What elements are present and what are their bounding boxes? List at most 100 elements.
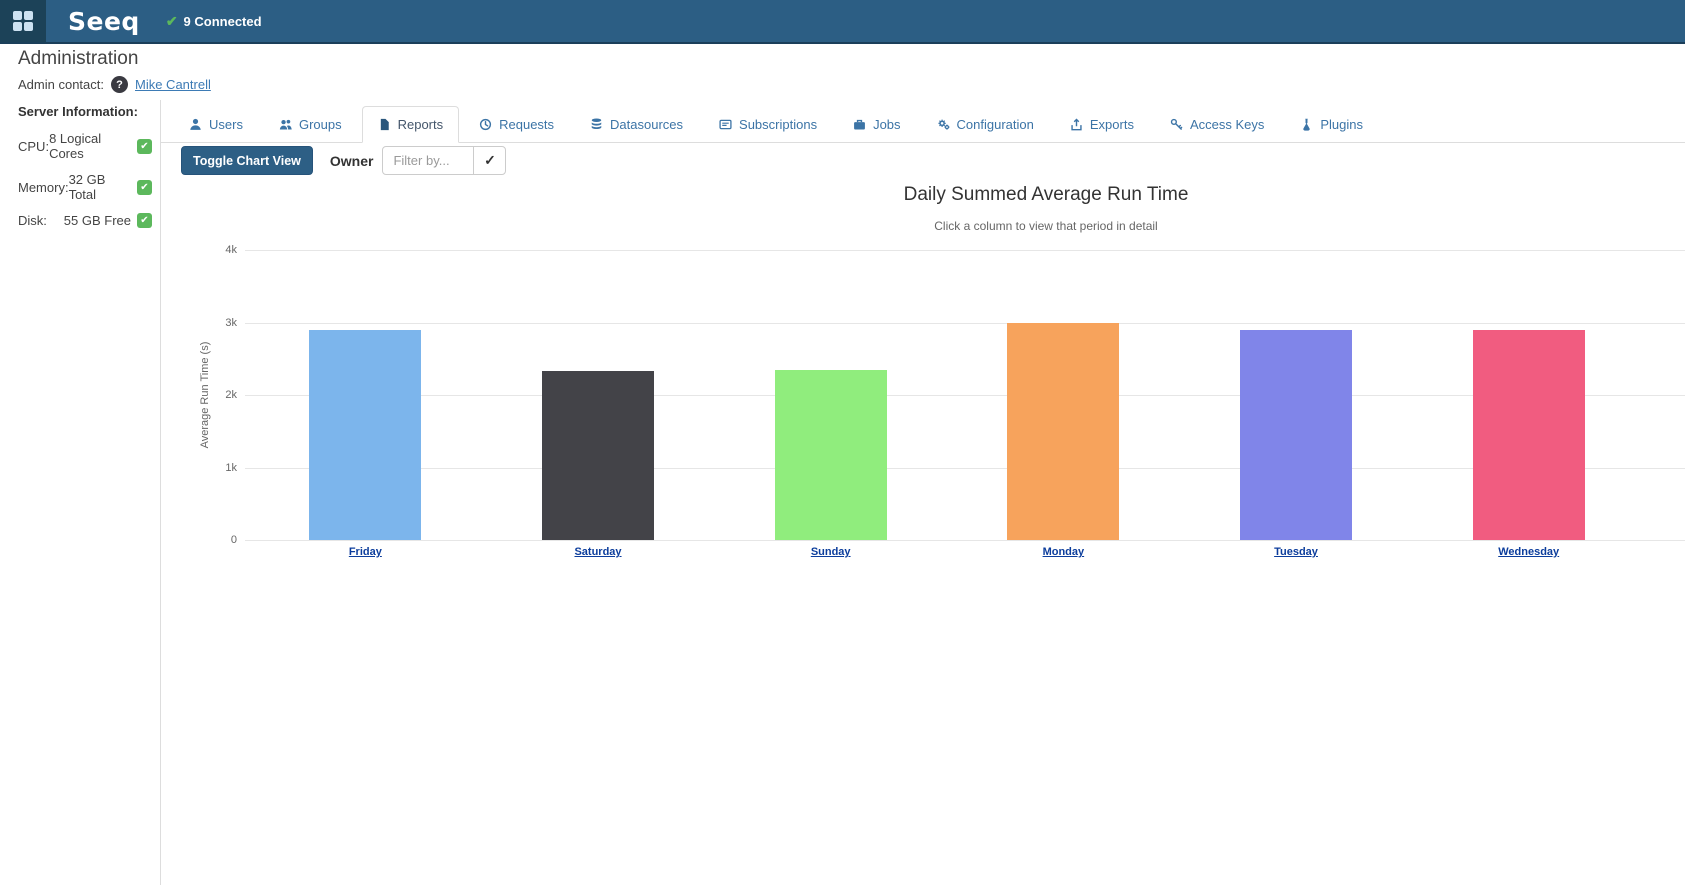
server-info-value: 8 Logical Cores bbox=[49, 131, 102, 161]
tab-exports[interactable]: Exports bbox=[1054, 106, 1150, 143]
category-link-monday[interactable]: Monday bbox=[1042, 546, 1085, 558]
bar-column-saturday: Saturday bbox=[482, 250, 715, 558]
subscriptions-icon bbox=[719, 118, 732, 131]
bar-friday[interactable] bbox=[309, 330, 422, 540]
file-icon bbox=[378, 118, 391, 131]
tab-jobs[interactable]: Jobs bbox=[837, 106, 916, 143]
category-link-wednesday[interactable]: Wednesday bbox=[1498, 546, 1560, 558]
owner-filter-group: ✓ bbox=[382, 146, 507, 175]
apply-filter-button[interactable]: ✓ bbox=[473, 146, 507, 175]
tab-subscriptions[interactable]: Subscriptions bbox=[703, 106, 833, 143]
tab-label: Users bbox=[209, 117, 243, 132]
flask-icon bbox=[1300, 118, 1313, 131]
bar-wednesday[interactable] bbox=[1472, 330, 1585, 540]
server-info-label: Memory: bbox=[18, 179, 69, 195]
database-icon bbox=[590, 118, 603, 131]
server-info-sidebar: Server Information: CPU: 8 Logical Cores ✔… bbox=[0, 100, 161, 885]
bar-column-wednesday: Wednesday bbox=[1412, 250, 1645, 558]
server-info-row: Disk: 55 GB Free ✔ bbox=[0, 208, 160, 234]
tab-bar: Users Groups Reports Requests Datasources Sub… bbox=[161, 103, 1685, 143]
y-axis-tick-label: 4k bbox=[225, 244, 237, 256]
server-info-value: 55 GB Free bbox=[63, 213, 131, 228]
bar-column-friday: Friday bbox=[249, 250, 482, 558]
grid-icon bbox=[13, 11, 33, 31]
tab-users[interactable]: Users bbox=[173, 106, 259, 143]
owner-label: Owner bbox=[329, 152, 374, 169]
server-info-heading: Server Information: bbox=[18, 104, 138, 119]
category-link-tuesday[interactable]: Tuesday bbox=[1274, 546, 1318, 558]
gridline bbox=[245, 322, 1685, 324]
gridline bbox=[245, 395, 1685, 396]
tab-label: Groups bbox=[298, 117, 342, 132]
bar-column-tuesday: Tuesday bbox=[1180, 250, 1413, 558]
cogs-icon bbox=[937, 118, 950, 131]
toggle-chart-view-button[interactable]: Toggle Chart View bbox=[181, 146, 313, 175]
key-icon bbox=[1170, 118, 1183, 131]
tab-configuration[interactable]: Configuration bbox=[921, 106, 1050, 143]
bar-column-monday: Monday bbox=[947, 250, 1180, 558]
y-axis-tick-label: 1k bbox=[225, 461, 237, 474]
tab-access-keys[interactable]: Access Keys bbox=[1154, 106, 1280, 143]
owner-filter-input[interactable] bbox=[382, 146, 475, 175]
page-title: Administration bbox=[18, 48, 139, 69]
check-badge-icon: ✔ bbox=[137, 213, 152, 228]
server-info-label: CPU: bbox=[18, 138, 50, 154]
check-icon: ✔ bbox=[165, 12, 178, 29]
category-link-sunday[interactable]: Sunday bbox=[810, 546, 851, 558]
app-switcher-button[interactable] bbox=[0, 0, 46, 42]
bar-saturday[interactable] bbox=[542, 371, 654, 540]
check-badge-icon: ✔ bbox=[137, 179, 152, 195]
admin-contact-label: Admin contact: bbox=[18, 77, 104, 92]
check-icon: ✓ bbox=[484, 152, 496, 168]
tab-label: Requests bbox=[499, 117, 555, 132]
bar-column-sunday: Sunday bbox=[714, 250, 947, 558]
gridline bbox=[245, 250, 1685, 251]
tab-datasources[interactable]: Datasources bbox=[574, 106, 699, 143]
tab-label: Jobs bbox=[873, 117, 901, 132]
export-icon bbox=[1070, 118, 1083, 131]
tab-label: Exports bbox=[1089, 117, 1134, 132]
tab-label: Configuration bbox=[956, 117, 1034, 132]
history-icon bbox=[479, 118, 492, 131]
tab-plugins[interactable]: Plugins bbox=[1284, 106, 1379, 143]
connection-status[interactable]: ✔ 9 Connected bbox=[166, 13, 262, 30]
tab-label: Reports bbox=[397, 117, 444, 132]
users-icon bbox=[279, 118, 292, 131]
briefcase-icon bbox=[853, 118, 866, 131]
server-info-row: Memory: 32 GB Total ✔ bbox=[0, 167, 160, 208]
server-info-value: 32 GB Total bbox=[68, 172, 106, 202]
gridline bbox=[245, 467, 1685, 469]
bar-sunday[interactable] bbox=[774, 370, 887, 540]
tab-reports[interactable]: Reports bbox=[361, 106, 460, 143]
tab-requests[interactable]: Requests bbox=[463, 106, 570, 143]
y-axis-tick-label: 2k bbox=[225, 389, 237, 401]
gridline bbox=[245, 540, 1685, 541]
server-info-label: Disk: bbox=[18, 213, 47, 228]
y-axis-tick-label: 0 bbox=[230, 534, 237, 546]
category-link-friday[interactable]: Friday bbox=[348, 546, 382, 558]
server-info-row: CPU: 8 Logical Cores ✔ bbox=[0, 126, 160, 167]
tab-label: Access Keys bbox=[1189, 117, 1265, 132]
chart-plot-area: Friday Saturday Sunday Monday Tuesday Wednesd… bbox=[249, 250, 1645, 558]
user-icon bbox=[189, 118, 202, 131]
y-axis-tick-label: 3k bbox=[225, 316, 237, 329]
connection-status-label: 9 Connected bbox=[183, 13, 262, 29]
admin-contact-row: Admin contact: ? Mike Cantrell bbox=[18, 76, 211, 93]
bar-tuesday[interactable] bbox=[1240, 330, 1353, 540]
top-navbar: Seeq ✔ 9 Connected bbox=[0, 0, 1685, 44]
chart-title: Daily Summed Average Run Time bbox=[903, 184, 1189, 205]
bar-monday[interactable] bbox=[1007, 323, 1120, 540]
tab-groups[interactable]: Groups bbox=[263, 106, 358, 143]
category-link-saturday[interactable]: Saturday bbox=[574, 546, 622, 558]
question-circle-icon[interactable]: ? bbox=[111, 76, 128, 93]
chart-subtitle: Click a column to view that period in de… bbox=[934, 219, 1158, 233]
chart-grid-area bbox=[245, 100, 1685, 560]
admin-contact-link[interactable]: Mike Cantrell bbox=[135, 77, 211, 92]
main-content: Users Groups Reports Requests Datasources Sub… bbox=[161, 100, 1685, 885]
check-badge-icon: ✔ bbox=[137, 138, 152, 154]
tab-label: Datasources bbox=[610, 117, 684, 132]
seeq-logo[interactable]: Seeq bbox=[68, 6, 140, 36]
tab-label: Plugins bbox=[1320, 117, 1364, 132]
tab-label: Subscriptions bbox=[739, 117, 818, 132]
